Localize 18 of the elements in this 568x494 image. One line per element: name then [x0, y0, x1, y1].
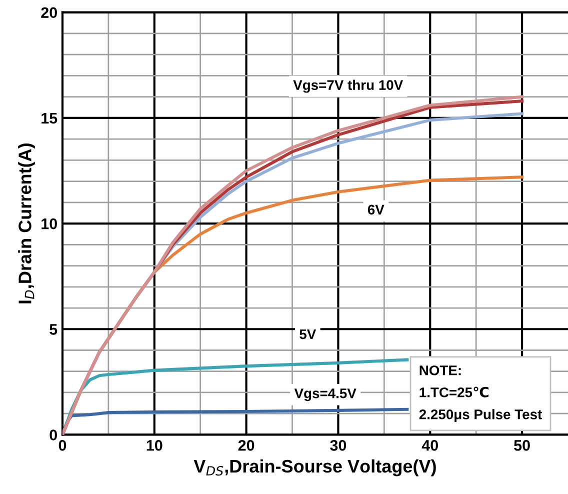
x-tick-label: 20 [238, 440, 254, 451]
annotation: Vgs=7V thru 10V [293, 80, 404, 93]
y-tick-label: 5 [50, 324, 58, 335]
y-tick-label: 10 [42, 218, 57, 230]
x-tick-label: 30 [330, 440, 346, 451]
y-tick-label: 0 [50, 430, 57, 440]
y-tick-label: 15 [42, 112, 58, 124]
x-tick-label: 10 [146, 440, 162, 451]
x-axis-title: V$_{DS}$,Drain-Sourse Voltage(V) [194, 459, 436, 476]
x-tick-label: 0 [58, 440, 66, 451]
annotation: 5V [300, 330, 316, 340]
annotation: NOTE: 1.TC=25℃ 2.250μs Pulse Test [419, 365, 542, 422]
annotation: Vgs=4.5V [294, 388, 356, 402]
y-tick-label: 20 [41, 7, 57, 18]
x-tick-label: 40 [422, 440, 438, 451]
y-axis-title: I$_{D}$,Drain Current(A) [18, 144, 35, 304]
x-tick-label: 50 [514, 440, 530, 451]
annotation: 6V [368, 204, 384, 215]
